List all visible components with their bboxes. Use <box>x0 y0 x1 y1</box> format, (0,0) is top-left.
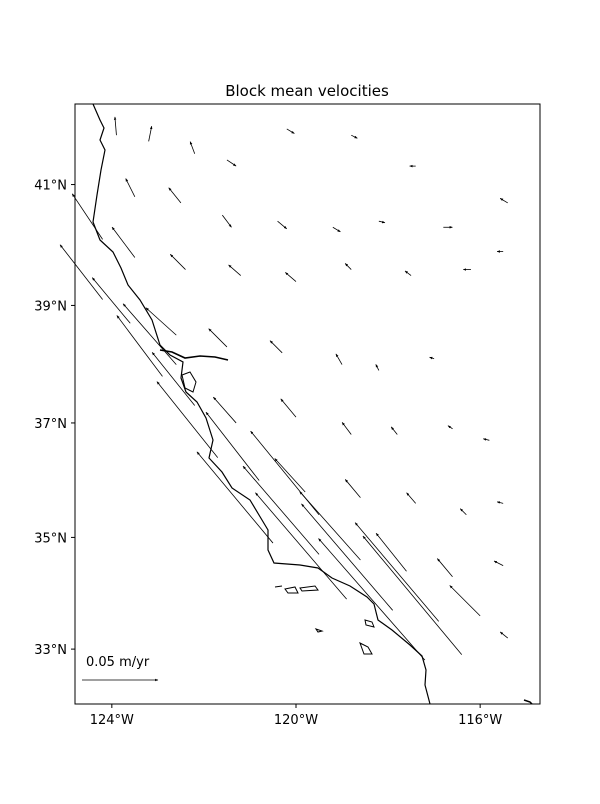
velocity-arrow <box>59 244 103 300</box>
key-label: 0.05 m/yr <box>86 655 150 670</box>
velocity-arrow <box>168 187 182 204</box>
velocity-arrow <box>242 465 320 555</box>
bay-outline <box>181 371 197 393</box>
velocity-arrow <box>255 492 347 600</box>
velocity-arrow <box>375 532 407 572</box>
velocity-arrow <box>277 220 287 230</box>
velocity-arrow <box>362 535 463 655</box>
x-tick-label: 120°W <box>274 713 318 728</box>
velocity-arrow <box>113 116 117 136</box>
velocity-arrow <box>205 411 260 481</box>
velocity-arrow <box>406 492 416 504</box>
velocity-arrow <box>250 430 320 516</box>
velocity-arrow <box>496 501 504 504</box>
velocity-arrow <box>351 134 358 139</box>
velocity-arrow <box>429 356 435 360</box>
velocity-arrow <box>449 585 481 617</box>
velocity-arrow <box>335 353 343 365</box>
velocity-arrow <box>151 352 196 406</box>
velocity-arrow <box>111 226 136 258</box>
velocity-arrow <box>378 220 386 224</box>
coast-path <box>92 104 431 704</box>
velocity-arrow <box>228 264 242 276</box>
velocity-arrow <box>226 159 237 167</box>
chart-title: Block mean velocities <box>225 82 389 100</box>
y-tick-label: 39°N <box>34 299 67 314</box>
velocity-arrow <box>344 479 361 498</box>
velocity-arrow <box>269 340 283 354</box>
velocity-arrow <box>156 381 219 458</box>
velocity-arrow <box>213 396 237 424</box>
coastline <box>92 104 533 704</box>
coast-fragment <box>523 699 533 704</box>
velocity-arrow <box>285 272 297 282</box>
velocity-arrow <box>286 128 295 134</box>
velocity-arrow <box>122 303 177 365</box>
y-tick-label: 37°N <box>34 417 67 432</box>
velocity-arrow <box>189 141 196 154</box>
velocity-arrow <box>208 328 228 348</box>
y-tick-label: 33°N <box>34 643 67 658</box>
bay-path <box>159 349 229 361</box>
velocity-arrow <box>274 458 306 493</box>
velocity-arrow <box>125 178 136 197</box>
axes-frame <box>74 103 541 705</box>
y-tick-label: 41°N <box>34 179 67 194</box>
velocity-arrow <box>280 398 297 418</box>
velocity-arrow <box>482 438 490 441</box>
velocity-arrow <box>341 422 352 435</box>
velocity-arrow <box>499 198 508 204</box>
x-tick-label: 116°W <box>458 713 502 728</box>
velocity-arrow <box>170 254 186 270</box>
velocity-arrow <box>344 263 352 270</box>
velocity-arrow <box>301 503 393 611</box>
velocity-arrow <box>222 214 232 228</box>
velocity-arrow <box>493 560 504 566</box>
velocity-arrow <box>390 426 398 435</box>
velocity-arrow <box>145 307 177 336</box>
y-tick-label: 35°N <box>34 531 67 546</box>
velocity-arrow <box>375 364 380 371</box>
velocity-arrow <box>354 522 440 622</box>
velocity-arrow <box>447 425 453 430</box>
velocity-arrow <box>116 315 163 377</box>
velocity-arrow <box>148 125 153 142</box>
velocity-arrow <box>71 193 103 240</box>
islands <box>274 585 375 655</box>
x-tick-label: 124°W <box>90 713 134 728</box>
velocity-arrow <box>437 558 453 578</box>
velocity-arrow <box>404 270 412 276</box>
velocity-arrow <box>91 277 131 324</box>
velocity-arrow <box>459 508 467 516</box>
velocity-arrow <box>332 226 341 233</box>
velocity-arrow <box>318 538 426 661</box>
velocity-arrow <box>196 451 274 544</box>
velocity-arrow <box>499 631 509 639</box>
